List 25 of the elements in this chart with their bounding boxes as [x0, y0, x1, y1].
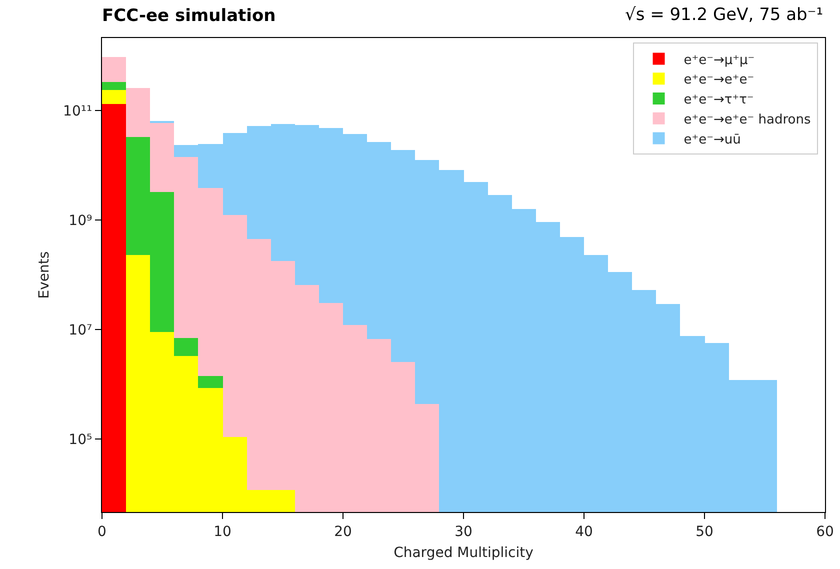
y-tick-label: 10⁹	[68, 212, 92, 229]
y-tick-label: 10⁵	[68, 432, 92, 448]
x-tick-label: 20	[334, 524, 352, 540]
x-tick-label: 50	[696, 524, 714, 540]
x-axis-title: Charged Multiplicity	[394, 545, 534, 562]
bar	[102, 82, 126, 90]
x-tick-label: 60	[816, 524, 834, 540]
x-tick-label: 0	[98, 524, 106, 540]
bar	[102, 57, 126, 82]
bar	[198, 376, 223, 388]
y-axis-title: Events	[36, 251, 53, 299]
chart-subtitle: √s = 91.2 GeV, 75 ab⁻¹	[625, 5, 824, 25]
x-tick-label: 30	[454, 524, 472, 540]
bar	[174, 338, 198, 356]
legend-label: e⁺e⁻→e⁺e⁻ hadrons	[684, 112, 811, 128]
y-tick-label: 10⁷	[68, 322, 92, 339]
legend-label: e⁺e⁻→μ⁺μ⁻	[684, 52, 755, 68]
y-tick-label: 10¹¹	[63, 103, 92, 120]
x-tick-label: 40	[575, 524, 593, 540]
x-tick-label: 10	[214, 524, 232, 540]
chart-title: FCC-ee simulation	[102, 6, 276, 26]
legend-label: e⁺e⁻→uū	[684, 132, 741, 148]
bar	[102, 90, 126, 104]
legend-label: e⁺e⁻→τ⁺τ⁻	[684, 92, 754, 108]
legend-label: e⁺e⁻→e⁺e⁻	[684, 72, 754, 88]
